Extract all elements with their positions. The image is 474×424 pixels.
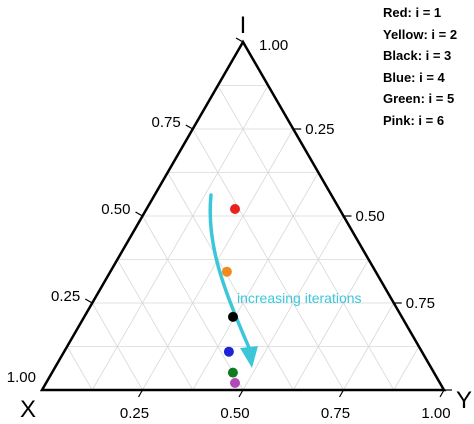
tick-label-x: 0.50 [220,405,249,422]
grid-lines [66,85,420,391]
grid-line [142,215,244,391]
corner-label-top: I [240,12,247,39]
corner-label-right: Y [456,387,472,414]
grid-line [91,85,269,391]
data-point [223,346,234,357]
data-point [227,367,238,378]
tick-labels: 0.25 0.50 0.75 1.00 1.00 0.75 0.50 0.25 1.00 0.25… [7,37,451,422]
legend: Red: i = 1 Yellow: i = 2 Black: i = 3 Bl… [383,2,457,131]
grid-line [242,215,344,391]
tick-marks [84,37,452,398]
tick-mark [439,389,445,398]
tick-mark [84,298,93,304]
tick-mark [235,37,244,43]
grid-line [117,259,194,391]
tick-label-i: 0.25 [51,288,80,305]
tick-label-i: 0.50 [101,201,130,218]
data-point [230,378,240,388]
tick-mark [135,211,143,217]
grid-line [91,302,143,391]
legend-item-pink: Pink: i = 6 [383,112,445,128]
tick-label-y: 0.50 [356,208,385,225]
grid-line [343,302,395,391]
grid-line [292,259,369,391]
data-point [230,204,240,214]
grid-line [66,346,93,391]
tick-label-y: 0.75 [406,295,435,312]
grid-line [217,85,395,391]
tick-label-i: 0.75 [152,114,181,131]
legend-item-blue: Blue: i = 4 [383,69,445,85]
corner-label-left: X [20,396,36,423]
grid-line [393,346,420,391]
trend-arrow [208,193,258,368]
legend-item-yellow: Yellow: i = 2 [383,26,458,42]
tick-mark [338,389,345,398]
tick-label-x: 0.25 [120,405,149,422]
data-point [228,311,238,322]
data-points [221,204,240,388]
arrow-head [240,346,258,368]
tick-mark [137,389,144,398]
annotation-label: increasing iterations [237,290,362,306]
tick-label-x: 1.00 [421,405,450,422]
tick-label-x: 0.75 [321,405,350,422]
tick-mark [238,389,244,398]
legend-item-green: Green: i = 5 [383,91,455,106]
tick-label-y: 0.25 [305,121,334,138]
tick-label-i: 1.00 [259,37,288,54]
grid-line [192,172,319,391]
data-point [221,266,232,277]
tick-label-x-corner: 1.00 [7,369,36,386]
grid-line [167,172,294,391]
legend-item-red: Red: i = 1 [383,5,442,20]
arrow-shaft [208,193,252,352]
tick-mark [185,124,194,130]
legend-item-black: Black: i = 3 [383,48,452,63]
